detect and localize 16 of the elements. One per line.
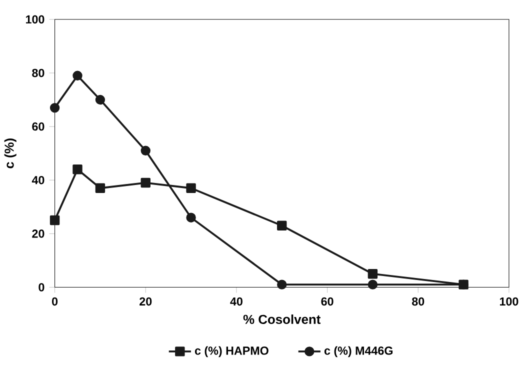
y-axis-title: c (%) (4, 138, 16, 168)
y-tick-label: 60 (32, 122, 44, 131)
x-tick-label: 80 (412, 297, 424, 306)
x-axis-title: % Cosolvent (243, 314, 321, 324)
x-tick-label: 60 (321, 297, 334, 306)
x-tick-label: 20 (140, 297, 152, 306)
y-tick-label: 40 (32, 176, 44, 184)
legend-label: c (%) M446G (324, 346, 393, 358)
y-tick-label: 0 (38, 283, 44, 292)
y-tick-label: 80 (32, 68, 44, 78)
x-tick-label: 0 (52, 297, 58, 306)
legend-label: c (%) HAPMO (194, 346, 268, 358)
x-tick-label: 100 (500, 297, 518, 306)
y-tick-label: 100 (26, 15, 44, 24)
y-tick-label: 20 (32, 230, 44, 238)
x-tick-label: 40 (230, 297, 242, 306)
